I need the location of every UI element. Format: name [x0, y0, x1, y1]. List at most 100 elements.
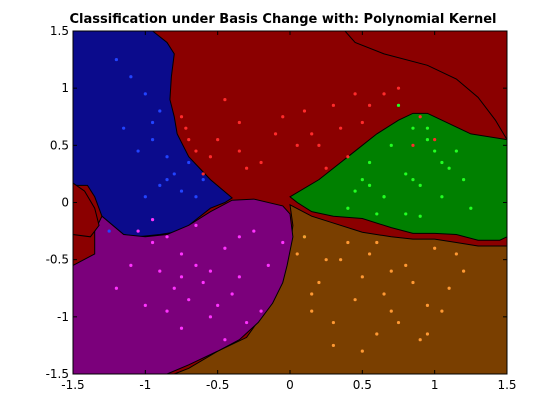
data-point: [172, 172, 176, 176]
data-point: [353, 92, 357, 96]
x-tick-label: 0.5: [353, 378, 372, 392]
x-tick-label: 0: [286, 378, 294, 392]
data-point: [389, 309, 393, 313]
data-point: [136, 149, 140, 153]
y-tick-label: -1: [57, 310, 69, 324]
data-point: [143, 195, 147, 199]
data-point: [411, 280, 415, 285]
data-point: [339, 126, 343, 130]
x-axis: -1.5 -1 -0.5 0 0.5 1 1.5: [61, 31, 517, 392]
data-point: [223, 338, 227, 342]
data-point: [346, 240, 350, 245]
data-point: [418, 183, 422, 187]
data-point: [158, 183, 162, 187]
data-point: [317, 143, 321, 147]
data-point: [259, 309, 263, 313]
data-point: [179, 115, 184, 119]
data-point: [440, 160, 444, 165]
data-point: [433, 246, 437, 250]
data-point: [208, 155, 213, 159]
data-point: [165, 309, 169, 313]
y-tick-label: -1.5: [46, 367, 69, 381]
data-point: [179, 326, 184, 330]
data-point: [425, 303, 430, 307]
region-purple: [72, 198, 294, 375]
data-point: [404, 212, 408, 216]
data-point: [179, 189, 184, 193]
data-point: [454, 149, 458, 153]
data-point: [194, 263, 198, 267]
data-point: [295, 143, 299, 147]
data-point: [310, 309, 314, 313]
data-point: [440, 195, 444, 199]
data-point: [404, 263, 408, 267]
data-point: [462, 269, 466, 273]
data-point: [143, 92, 147, 96]
data-point: [360, 275, 364, 279]
x-tick-label: 1: [431, 378, 439, 392]
data-point: [158, 109, 162, 113]
data-point: [266, 263, 270, 267]
data-point: [165, 178, 169, 182]
data-point: [179, 275, 184, 279]
data-point: [324, 258, 328, 262]
data-point: [360, 120, 364, 125]
data-point: [194, 223, 198, 227]
data-point: [136, 229, 140, 233]
data-point: [208, 269, 213, 273]
y-tick-label: 0.5: [50, 138, 69, 152]
data-point: [310, 132, 314, 136]
data-point: [418, 214, 422, 218]
data-point: [339, 258, 343, 262]
data-point: [433, 138, 437, 142]
data-point: [281, 115, 285, 119]
data-point: [375, 212, 379, 216]
x-tick-label: 1.5: [497, 378, 516, 392]
data-point: [114, 57, 118, 62]
data-point: [216, 138, 220, 142]
data-point: [281, 240, 285, 245]
data-point: [367, 160, 372, 165]
data-point: [194, 195, 198, 199]
data-point: [367, 252, 372, 256]
data-point: [331, 103, 335, 107]
data-point: [375, 240, 379, 245]
data-point: [353, 298, 357, 302]
data-point: [447, 166, 451, 170]
data-point: [158, 269, 162, 273]
data-point: [187, 138, 191, 142]
data-point: [114, 286, 118, 290]
data-point: [107, 229, 111, 233]
data-point: [194, 149, 198, 153]
data-point: [230, 292, 234, 296]
x-tick-label: -1.5: [61, 378, 84, 392]
data-point: [462, 178, 466, 182]
data-point: [150, 218, 155, 222]
data-point: [237, 120, 241, 125]
data-point: [208, 315, 213, 319]
data-point: [396, 320, 401, 325]
data-point: [331, 320, 335, 325]
data-point: [165, 235, 169, 239]
data-point: [187, 160, 191, 165]
data-point: [367, 183, 372, 187]
data-point: [396, 86, 401, 90]
data-point: [237, 149, 241, 153]
y-tick-label: 1.5: [50, 24, 69, 38]
data-point: [143, 303, 147, 307]
y-tick-label: 0: [61, 196, 69, 210]
data-points: [107, 57, 473, 353]
data-point: [259, 160, 263, 165]
data-point: [469, 206, 473, 210]
data-point: [245, 320, 249, 325]
data-point: [187, 298, 191, 302]
data-point: [360, 349, 364, 353]
y-axis: -1.5 -1 -0.5 0 0.5 1 1.5: [46, 24, 507, 381]
data-point: [295, 252, 299, 256]
data-point: [418, 115, 422, 119]
data-point: [425, 126, 430, 130]
data-point: [411, 178, 415, 182]
chart-title: Classification under Basis Change with: …: [70, 12, 497, 27]
